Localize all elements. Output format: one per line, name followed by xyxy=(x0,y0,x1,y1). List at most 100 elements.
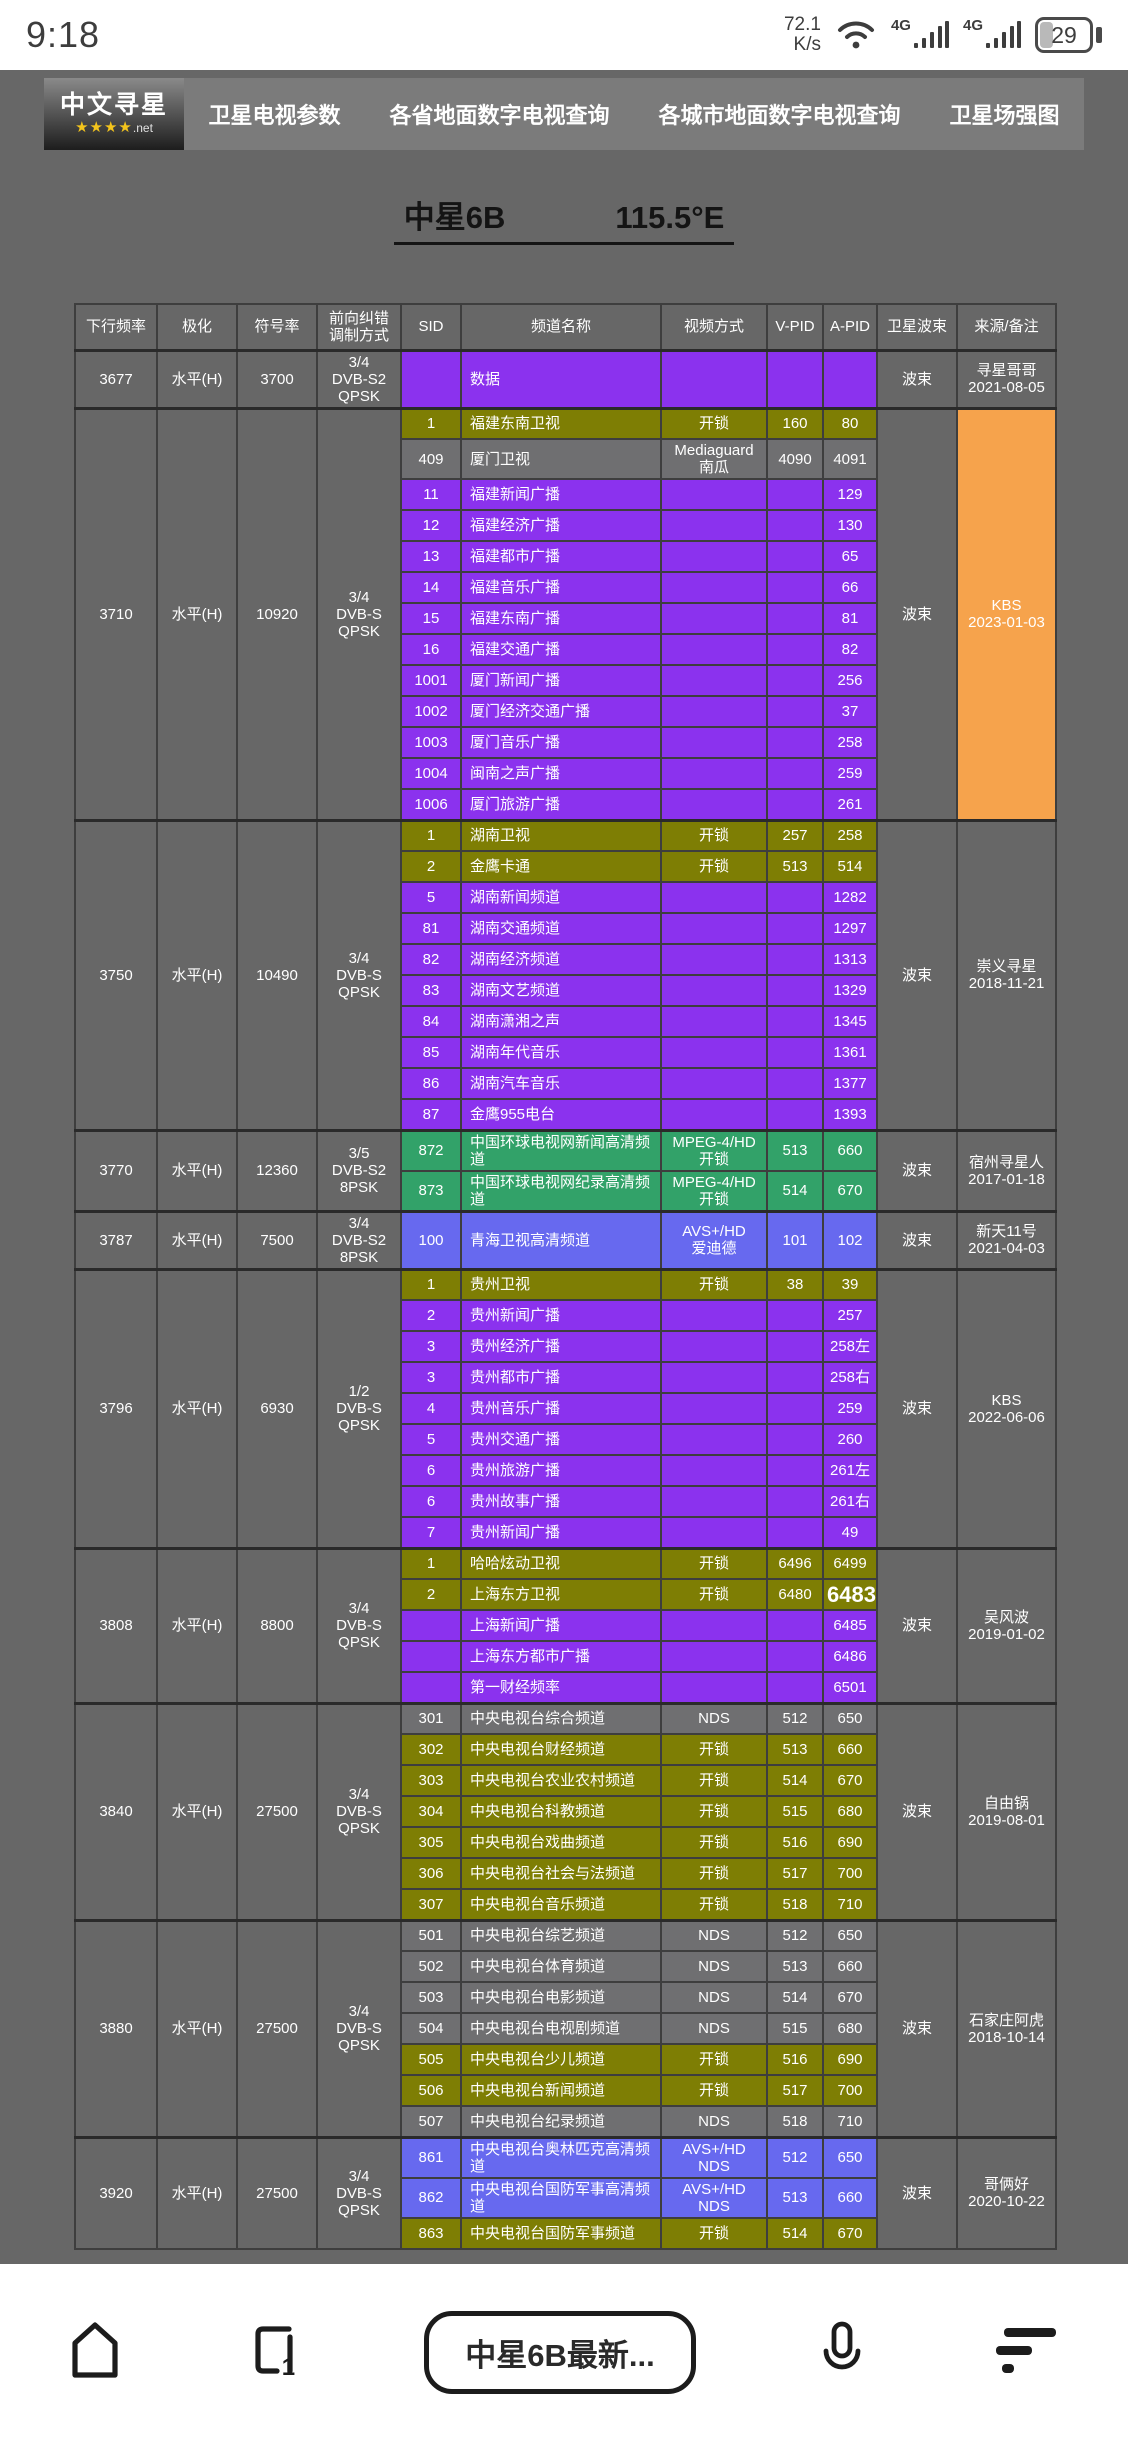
beam-cell: 波束 xyxy=(876,2135,958,2250)
channel-name-cell: 金鹰卡通 xyxy=(460,850,662,883)
apid-cell: 6483 xyxy=(822,1578,878,1611)
channel-name-cell: 中央电视台社会与法频道 xyxy=(460,1857,662,1890)
vpid-cell xyxy=(766,726,824,759)
channel-row: 2 贵州新闻广播 257 xyxy=(75,1299,1056,1332)
vpid-cell xyxy=(766,1640,824,1673)
apid-cell: 710 xyxy=(822,1888,878,1921)
apid-cell: 130 xyxy=(822,509,878,542)
nav-item-beam-map[interactable]: 卫星场强图 xyxy=(949,103,1060,128)
column-header: 频道名称 xyxy=(460,303,662,351)
sid-cell: 306 xyxy=(400,1857,462,1890)
vpid-cell xyxy=(766,348,824,409)
apid-cell: 700 xyxy=(822,2074,878,2107)
apid-cell: 650 xyxy=(822,1918,878,1952)
sid-cell: 505 xyxy=(400,2043,462,2076)
vpid-cell xyxy=(766,664,824,697)
sid-cell: 409 xyxy=(400,438,462,480)
channel-row: 11 福建新闻广播 129 xyxy=(75,478,1056,511)
video-mode-cell xyxy=(660,1098,768,1131)
channel-name-cell: 中央电视台纪录频道 xyxy=(460,2105,662,2138)
channel-name-cell: 青海卫视高清频道 xyxy=(460,1209,662,1270)
sid-cell: 873 xyxy=(400,1169,462,1212)
vpid-cell xyxy=(766,757,824,790)
sid-cell: 100 xyxy=(400,1209,462,1270)
tabs-button[interactable]: 1 xyxy=(247,2319,301,2386)
site-logo[interactable]: 中文寻星 ★★★★.net xyxy=(44,78,184,150)
channel-row: 4 贵州音乐广播 259 xyxy=(75,1392,1056,1425)
network-speed: 72.1 K/s xyxy=(784,15,821,55)
vpid-cell xyxy=(766,1005,824,1038)
apid-cell: 261 xyxy=(822,788,878,821)
polarization-cell: 水平(H) xyxy=(156,1267,238,1549)
vpid-cell xyxy=(766,881,824,914)
search-query: 中星6B最新... xyxy=(465,2338,655,2373)
fec-modulation-cell: 3/4 DVB-S2 8PSK xyxy=(316,1209,402,1270)
symbol-rate-cell: 10490 xyxy=(236,818,318,1131)
video-mode-cell: NDS xyxy=(660,1950,768,1983)
sid-cell: 1001 xyxy=(400,664,462,697)
channel-name-cell: 福建经济广播 xyxy=(460,509,662,542)
microphone-icon xyxy=(819,2319,865,2386)
channel-name-cell: 中央电视台奥林匹克高清频道 xyxy=(460,2135,662,2179)
channel-row: 82 湖南经济频道 1313 xyxy=(75,943,1056,976)
video-mode-cell xyxy=(660,602,768,635)
vpid-cell xyxy=(766,788,824,821)
apid-cell: 6501 xyxy=(822,1671,878,1704)
polarization-cell: 水平(H) xyxy=(156,348,238,409)
vpid-cell xyxy=(766,633,824,666)
vpid-cell: 516 xyxy=(766,2043,824,2076)
sid-cell: 1002 xyxy=(400,695,462,728)
nav-item-city-dtv[interactable]: 各城市地面数字电视查询 xyxy=(658,103,901,128)
apid-cell: 81 xyxy=(822,602,878,635)
nav-item-satellite-params[interactable]: 卫星电视参数 xyxy=(208,103,341,128)
sid-cell: 2 xyxy=(400,1299,462,1332)
symbol-rate-cell: 27500 xyxy=(236,1701,318,1921)
search-box[interactable]: 中星6B最新... xyxy=(424,2311,696,2394)
source-note-cell: 宿州寻星人 2017-01-18 xyxy=(956,1128,1057,1212)
home-button[interactable] xyxy=(66,2318,124,2387)
video-mode-cell: 开锁 xyxy=(660,2074,768,2107)
sid-cell: 303 xyxy=(400,1764,462,1797)
vpid-cell: 518 xyxy=(766,1888,824,1921)
apid-cell: 690 xyxy=(822,1826,878,1859)
apid-cell: 660 xyxy=(822,1733,878,1766)
source-note-cell: 哥俩好 2020-10-22 xyxy=(956,2135,1057,2250)
column-header: 下行频率 xyxy=(74,303,158,351)
channel-row: 1003 厦门音乐广播 258 xyxy=(75,726,1056,759)
channel-name-cell: 贵州新闻广播 xyxy=(460,1516,662,1549)
video-mode-cell xyxy=(660,695,768,728)
channel-name-cell: 数据 xyxy=(460,348,662,409)
apid-cell: 1361 xyxy=(822,1036,878,1069)
video-mode-cell xyxy=(660,1067,768,1100)
polarization-cell: 水平(H) xyxy=(156,1546,238,1704)
symbol-rate-cell: 3700 xyxy=(236,348,318,409)
wifi-icon xyxy=(835,15,877,56)
nav-item-province-dtv[interactable]: 各省地面数字电视查询 xyxy=(389,103,610,128)
column-header: V-PID xyxy=(766,303,824,351)
vpid-cell xyxy=(766,540,824,573)
menu-button[interactable] xyxy=(988,2322,1062,2383)
vpid-cell: 4090 xyxy=(766,438,824,480)
video-mode-cell: 开锁 xyxy=(660,1826,768,1859)
channel-name-cell: 福建交通广播 xyxy=(460,633,662,666)
channel-name-cell: 中央电视台科教频道 xyxy=(460,1795,662,1828)
source-note-cell: KBS 2023-01-03 xyxy=(956,406,1057,821)
vpid-cell xyxy=(766,1485,824,1518)
voice-search-button[interactable] xyxy=(819,2319,865,2386)
channel-name-cell: 中央电视台国防军事高清频道 xyxy=(460,2176,662,2219)
clock: 9:18 xyxy=(26,14,101,55)
video-mode-cell: 开锁 xyxy=(660,1546,768,1580)
channel-row: 1002 厦门经济交通广播 37 xyxy=(75,695,1056,728)
video-mode-cell xyxy=(660,1640,768,1673)
video-mode-cell xyxy=(660,478,768,511)
channel-name-cell: 上海新闻广播 xyxy=(460,1609,662,1642)
channel-row: 506 中央电视台新闻频道 开锁 517 700 xyxy=(75,2074,1056,2107)
sid-cell: 5 xyxy=(400,1423,462,1456)
vpid-cell: 101 xyxy=(766,1209,824,1270)
channel-row: 3840 水平(H) 27500 3/4 DVB-S QPSK 301 中央电视台综合频道… xyxy=(74,1701,1057,1921)
video-mode-cell: MPEG-4/HD 开锁 xyxy=(660,1128,768,1172)
beam-cell: 波束 xyxy=(876,1128,958,1212)
vpid-cell xyxy=(766,1454,824,1487)
apid-cell: 102 xyxy=(822,1209,878,1270)
channel-name-cell: 福建东南广播 xyxy=(460,602,662,635)
